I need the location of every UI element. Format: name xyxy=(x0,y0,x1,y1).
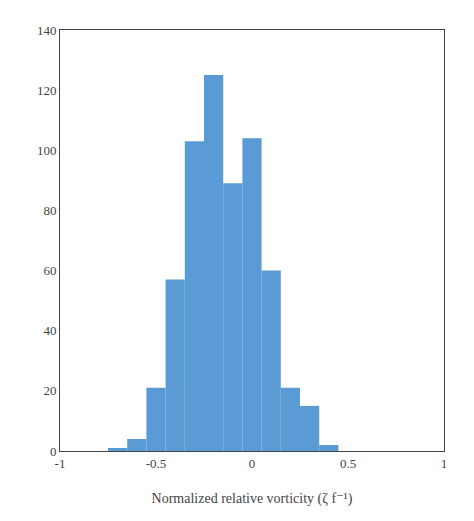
svg-text:0: 0 xyxy=(50,444,57,459)
svg-text:1: 1 xyxy=(441,456,448,471)
svg-text:-1: -1 xyxy=(55,456,66,471)
svg-text:40: 40 xyxy=(43,323,56,338)
svg-text:0.5: 0.5 xyxy=(340,456,356,471)
svg-text:0: 0 xyxy=(249,456,256,471)
svg-text:60: 60 xyxy=(43,263,56,278)
svg-text:Normalized relative vorticity: Normalized relative vorticity (ζ f⁻¹) xyxy=(152,491,353,507)
svg-text:100: 100 xyxy=(37,143,57,158)
svg-text:140: 140 xyxy=(37,23,57,38)
svg-text:-0.5: -0.5 xyxy=(146,456,167,471)
svg-text:120: 120 xyxy=(37,83,57,98)
svg-text:20: 20 xyxy=(43,383,56,398)
svg-text:80: 80 xyxy=(43,203,56,218)
